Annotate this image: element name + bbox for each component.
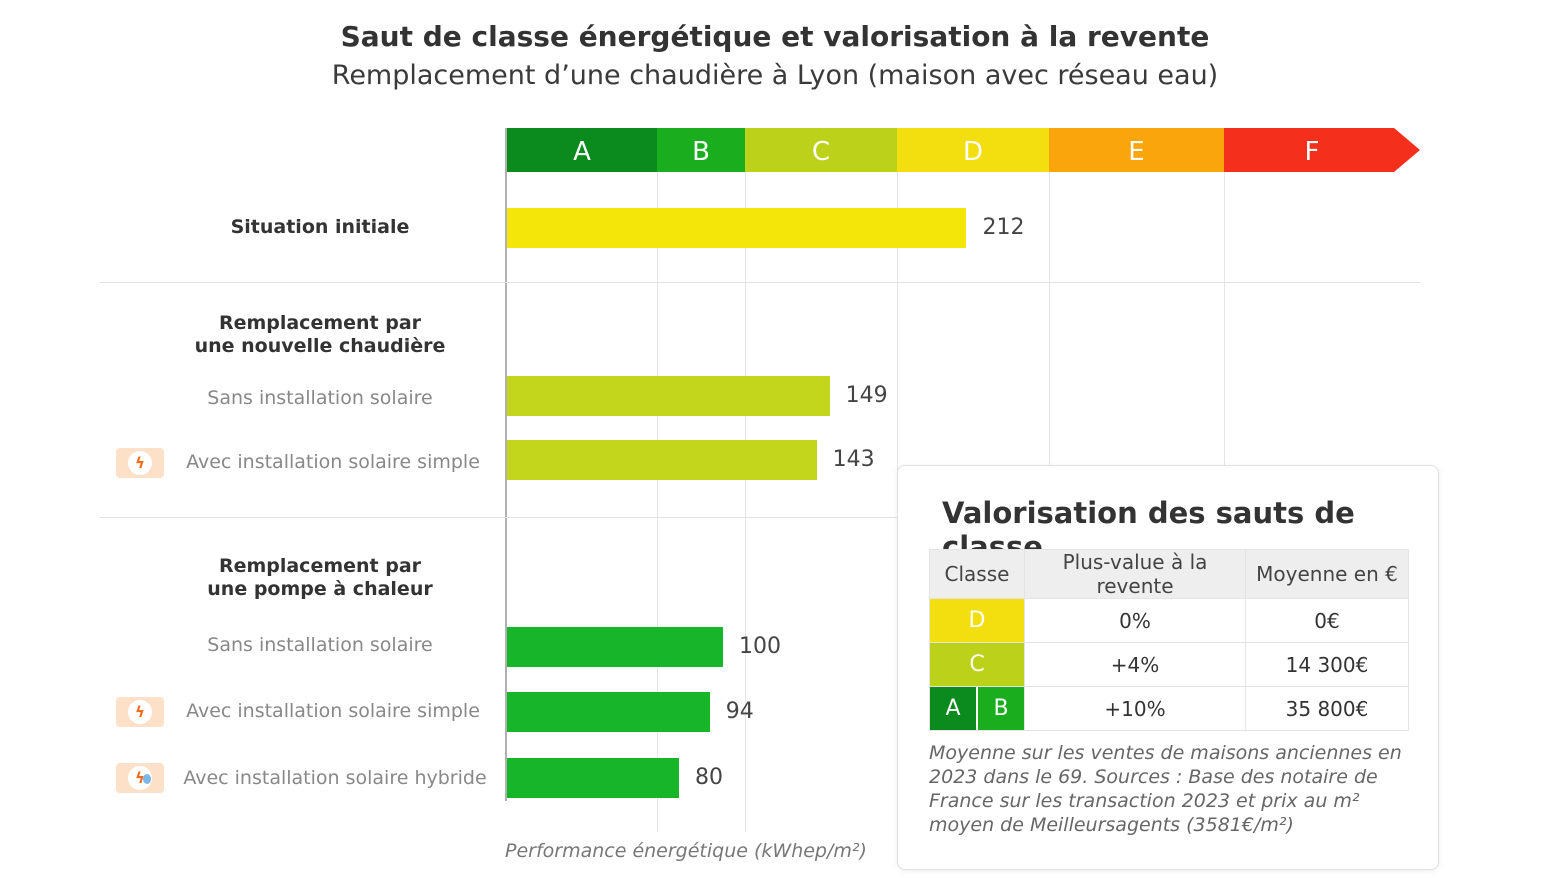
- bar: [507, 440, 817, 480]
- bar-value-label: 212: [982, 215, 1025, 240]
- header-moyenne: Moyenne en €: [1245, 549, 1409, 599]
- group-separator: [100, 282, 1420, 283]
- bar-value-label: 143: [832, 447, 875, 472]
- header-classe: Classe: [929, 549, 1025, 599]
- bar: [507, 376, 830, 416]
- moyenne-cell: 35 800€: [1245, 686, 1409, 731]
- class-badge-b: B: [976, 687, 1024, 730]
- class-cell: C: [929, 642, 1025, 687]
- class-band-d: [897, 128, 1049, 172]
- table-row: C +4% 14 300€: [929, 642, 1409, 687]
- chart-title: Saut de classe énergétique et valorisati…: [340, 20, 1210, 53]
- bar: [507, 692, 710, 732]
- x-axis-label: Performance énergétique (kWhep/m²): [505, 840, 867, 862]
- chart-subtitle: Remplacement d’une chaudière à Lyon (mai…: [331, 60, 1219, 91]
- class-label-d: D: [963, 137, 983, 167]
- bar: [507, 758, 679, 798]
- bar-value-label: 94: [725, 699, 754, 724]
- lightning-bolt-icon: ϟ: [116, 697, 164, 727]
- valorisation-panel: Valorisation des sauts de classe Classe …: [897, 465, 1439, 870]
- row-label-situation-initiale: Situation initiale: [230, 216, 410, 238]
- class-label-e: E: [1128, 137, 1144, 167]
- row-label-chaudiere-sans-solaire: Sans installation solaire: [207, 387, 433, 409]
- table-header-row: Classe Plus-value à la revente Moyenne e…: [929, 549, 1409, 599]
- class-band-f: [1224, 128, 1420, 172]
- grid-line: [745, 172, 746, 832]
- table-row: D 0% 0€: [929, 598, 1409, 643]
- row-label-pompe-solaire-simple: Avec installation solaire simple: [186, 700, 480, 722]
- class-label-c: C: [812, 137, 830, 167]
- class-band-a: [507, 128, 657, 172]
- lightning-droplet-icon: ϟ: [116, 763, 164, 793]
- bar: [507, 627, 723, 667]
- class-label-a: A: [573, 137, 591, 167]
- class-cell: D: [929, 598, 1025, 643]
- grid-line: [657, 172, 658, 832]
- group-label-pompe: Remplacement par une pompe à chaleur: [207, 555, 433, 600]
- panel-note: Moyenne sur les ventes de maisons ancien…: [929, 742, 1402, 836]
- bar: [507, 208, 967, 248]
- dpe-scale: A B C D E F: [507, 128, 1420, 172]
- moyenne-cell: 0€: [1245, 598, 1409, 643]
- bar-value-label: 149: [845, 383, 888, 408]
- row-label-pompe-sans-solaire: Sans installation solaire: [207, 634, 433, 656]
- class-band-e: [1049, 128, 1224, 172]
- class-label-b: B: [692, 137, 710, 167]
- class-band-c: [745, 128, 897, 172]
- plus-value-cell: +10%: [1024, 686, 1246, 731]
- plus-value-cell: 0%: [1024, 598, 1246, 643]
- plus-value-cell: +4%: [1024, 642, 1246, 687]
- moyenne-cell: 14 300€: [1245, 642, 1409, 687]
- y-axis-line: [505, 128, 507, 801]
- row-label-pompe-solaire-hybride: Avec installation solaire hybride: [183, 767, 487, 789]
- bar-value-label: 80: [695, 765, 723, 790]
- class-badge-c: C: [930, 643, 1024, 686]
- class-badge-a: A: [930, 687, 976, 730]
- class-label-f: F: [1305, 137, 1320, 167]
- group-label-chaudiere: Remplacement par une nouvelle chaudière: [194, 312, 446, 357]
- row-label-chaudiere-solaire-simple: Avec installation solaire simple: [186, 451, 480, 473]
- lightning-bolt-icon: ϟ: [116, 448, 164, 478]
- group-separator: [100, 517, 1420, 518]
- valorisation-table: Classe Plus-value à la revente Moyenne e…: [929, 549, 1409, 731]
- bar-value-label: 100: [739, 634, 781, 659]
- class-band-b: [657, 128, 745, 172]
- header-plus-value: Plus-value à la revente: [1024, 549, 1246, 599]
- class-badge-d: D: [930, 599, 1024, 642]
